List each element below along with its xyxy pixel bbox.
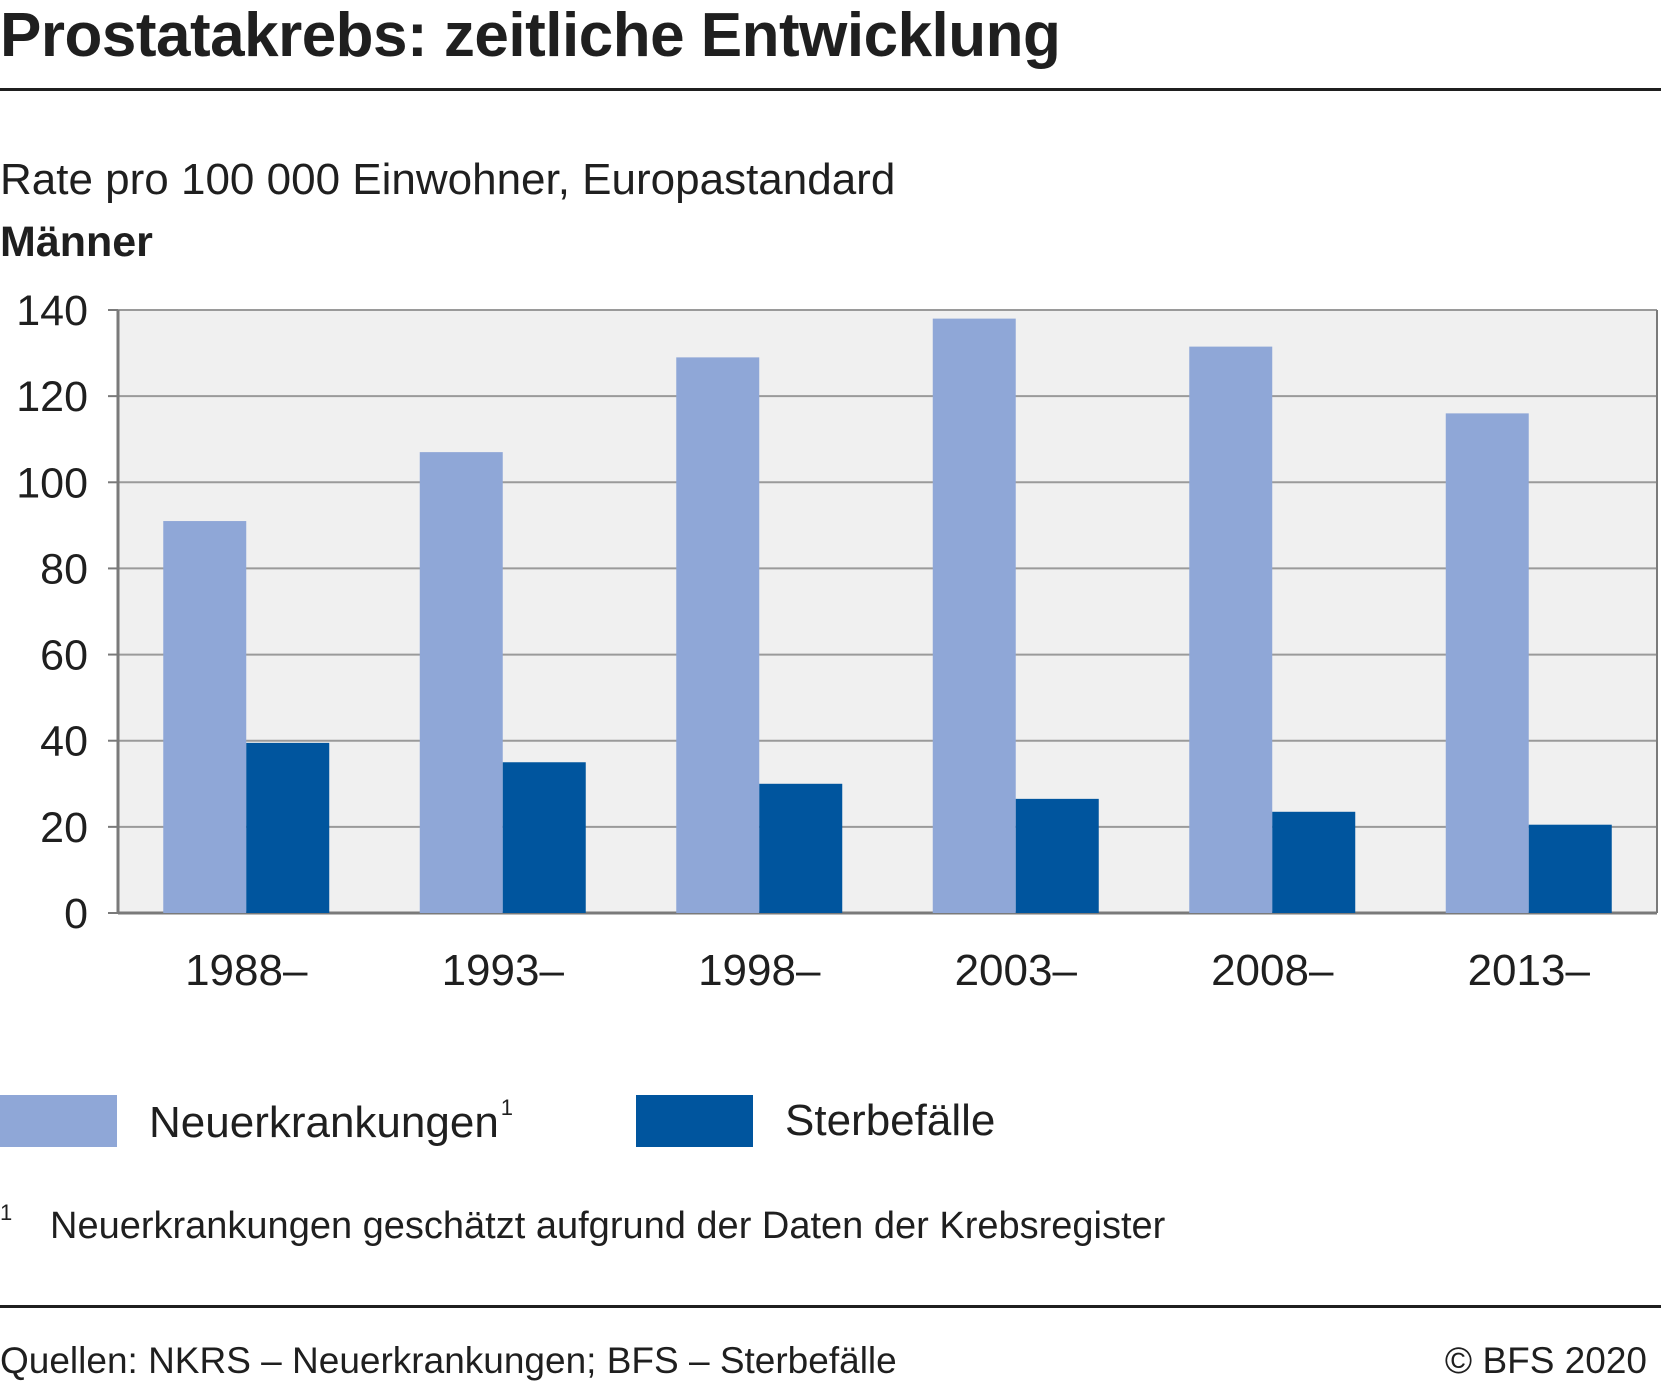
legend-footnote-mark: 1 [500,1094,514,1120]
chart-subtitle: Rate pro 100 000 Einwohner, Europastanda… [0,155,896,204]
y-tick-label-80: 80 [40,545,88,593]
y-tick-label-0: 0 [64,890,88,938]
bar-neuerkrankungen-2 [676,357,760,914]
copyright: © BFS 2020 [1444,1340,1647,1381]
bar-sterbefaelle-3 [1015,798,1099,913]
x-tick-label-0-0: 1988– [185,946,308,995]
bar-neuerkrankungen-3 [932,318,1016,914]
x-tick-label-3-0: 2003– [955,946,1078,995]
bar-chart: 0204060801001201401988–19921993–19971998… [16,287,1658,995]
footnote: 1 Neuerkrankungen geschätzt aufgrund der … [0,1200,1165,1248]
legend-swatch-neuerkrankungen [0,1095,117,1147]
bar-neuerkrankungen-0 [163,521,247,913]
footnote-mark: 1 [0,1200,13,1225]
legend-item-sterbefaelle: Sterbefälle [636,1095,995,1147]
footer-rule [0,1305,1661,1308]
bar-neuerkrankungen-5 [1445,413,1529,913]
legend-swatch-sterbefaelle [636,1095,753,1147]
footnote-text: Neuerkrankungen geschätzt aufgrund der D… [50,1205,1166,1247]
plot-background [118,310,1657,913]
y-tick-label-40: 40 [40,718,88,766]
legend-text-neuerkrankungen: Neuerkrankungen [149,1097,499,1147]
y-tick-label-140: 140 [16,287,88,335]
bar-sterbefaelle-4 [1272,811,1356,913]
chart-title: Prostatakrebs: zeitliche Entwicklung [0,1,1061,70]
title-rule [0,88,1661,91]
y-tick-label-60: 60 [40,632,88,680]
y-tick-label-100: 100 [16,459,88,507]
bar-sterbefaelle-0 [246,742,330,913]
legend-item-neuerkrankungen: Neuerkrankungen1 [0,1095,513,1147]
bar-sterbefaelle-5 [1528,824,1612,913]
x-tick-label-1-0: 1993– [442,946,565,995]
bar-sterbefaelle-2 [759,783,843,913]
source-note: Quellen: NKRS – Neuerkrankungen; BFS – S… [0,1340,897,1381]
y-tick-label-20: 20 [40,804,88,852]
legend-label-neuerkrankungen: Neuerkrankungen1 [149,1095,513,1148]
y-tick-label-120: 120 [16,373,88,421]
bar-neuerkrankungen-4 [1189,346,1273,913]
bar-neuerkrankungen-1 [419,452,503,913]
x-tick-label-5-0: 2013– [1468,946,1591,995]
x-tick-label-2-0: 1998– [698,946,821,995]
bar-sterbefaelle-1 [502,762,586,913]
group-label: Männer [0,218,153,266]
legend-label-sterbefaelle: Sterbefälle [785,1096,996,1145]
x-tick-label-4-0: 2008– [1211,946,1334,995]
